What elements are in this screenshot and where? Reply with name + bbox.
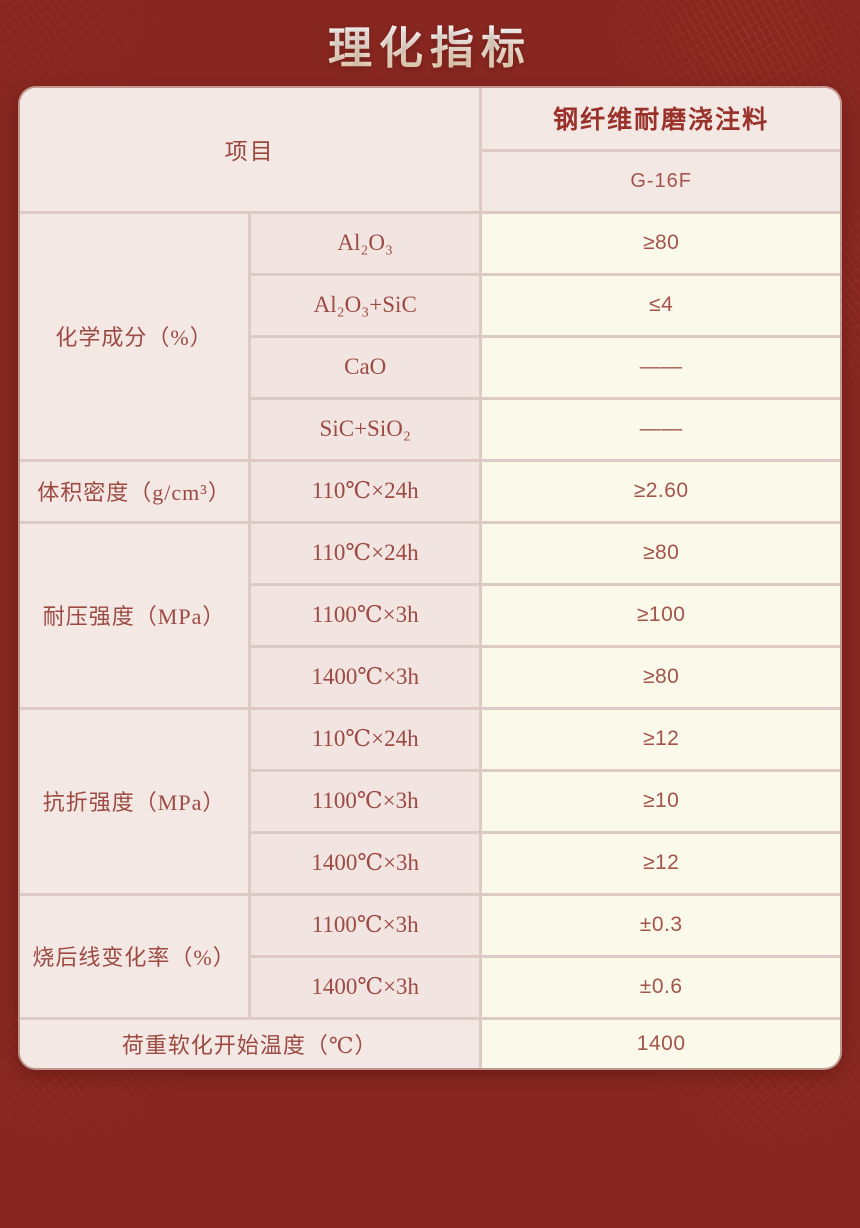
param-cell: 1400℃×3h bbox=[248, 954, 483, 1020]
value-cell: ±0.3 bbox=[479, 892, 840, 958]
param-cell: 1100℃×3h bbox=[248, 892, 483, 958]
value-cell: 1400 bbox=[479, 1016, 840, 1068]
value-cell: ≥12 bbox=[479, 706, 840, 772]
value-cell: ±0.6 bbox=[479, 954, 840, 1020]
group-label-linear-change: 烧后线变化率（%） bbox=[20, 892, 252, 1020]
param-cell: 1400℃×3h bbox=[248, 644, 483, 710]
param-cell: 1100℃×3h bbox=[248, 768, 483, 834]
group-label-bulk-density: 体积密度（g/cm³） bbox=[20, 458, 252, 524]
value-cell: ≥80 bbox=[479, 520, 840, 586]
param-cell: SiC+SiO₂ bbox=[248, 396, 483, 462]
value-cell: ≥2.60 bbox=[479, 458, 840, 524]
value-cell: ≥80 bbox=[479, 644, 840, 710]
param-cell: 110℃×24h bbox=[248, 520, 483, 586]
param-cell: Al₂O₃ bbox=[248, 210, 483, 276]
value-cell: ≤4 bbox=[479, 272, 840, 338]
group-label-compressive-strength: 耐压强度（MPa） bbox=[20, 520, 252, 710]
header-grade: G-16F bbox=[479, 148, 840, 214]
param-cell: Al₂O₃+SiC bbox=[248, 272, 483, 338]
value-cell: ≥80 bbox=[479, 210, 840, 276]
group-label-flexural-strength: 抗折强度（MPa） bbox=[20, 706, 252, 896]
value-cell: —— bbox=[479, 334, 840, 400]
group-label-chemical-composition: 化学成分（%） bbox=[20, 210, 252, 462]
param-cell: CaO bbox=[248, 334, 483, 400]
value-cell: —— bbox=[479, 396, 840, 462]
value-cell: ≥100 bbox=[479, 582, 840, 648]
param-cell: 110℃×24h bbox=[248, 458, 483, 524]
header-item-label: 项目 bbox=[20, 88, 483, 214]
value-cell: ≥12 bbox=[479, 830, 840, 896]
param-cell: 110℃×24h bbox=[248, 706, 483, 772]
value-cell: ≥10 bbox=[479, 768, 840, 834]
param-cell: 1400℃×3h bbox=[248, 830, 483, 896]
page-title: 理化指标 bbox=[0, 0, 860, 88]
param-cell: 1100℃×3h bbox=[248, 582, 483, 648]
spec-table: 项目 钢纤维耐磨浇注料 G-16F 化学成分（%） Al₂O₃ ≥80 Al₂O… bbox=[20, 88, 840, 1068]
footer-label-softening-temperature: 荷重软化开始温度（℃） bbox=[20, 1016, 483, 1068]
header-product-name: 钢纤维耐磨浇注料 bbox=[479, 88, 840, 152]
